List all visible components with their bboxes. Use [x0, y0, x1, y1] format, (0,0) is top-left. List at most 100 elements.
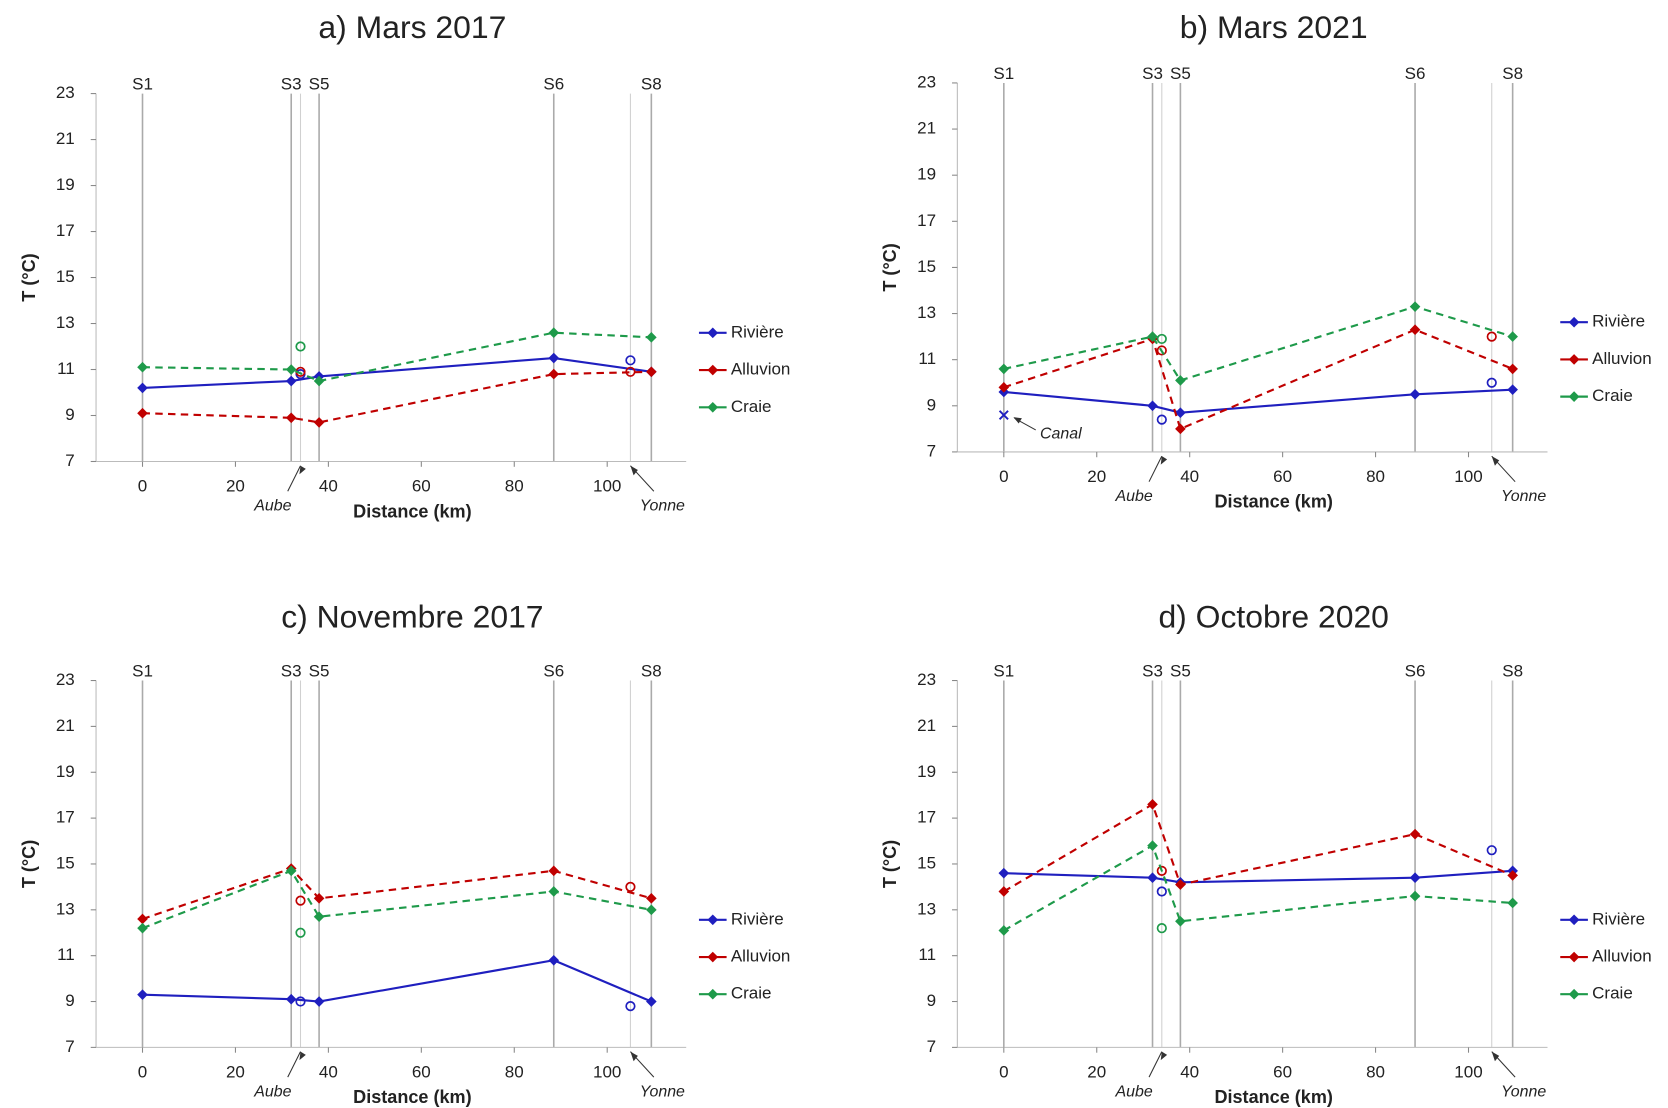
series-line: [142, 867, 652, 920]
data-point: [1409, 388, 1421, 400]
tributary-point: [1156, 345, 1167, 356]
data-point: [137, 989, 148, 1000]
data-point: [646, 366, 657, 378]
x-tick-label: 80: [505, 1062, 524, 1081]
legend-label: Alluvion: [1592, 349, 1652, 368]
legend-label: Alluvion: [1592, 947, 1652, 966]
data-point: [548, 865, 560, 877]
legend-label: Craie: [731, 397, 772, 416]
y-tick-label: 17: [917, 211, 936, 230]
legend-marker: [1568, 316, 1580, 328]
data-point: [137, 361, 148, 373]
legend-marker: [1568, 354, 1580, 365]
y-tick-label: 19: [917, 762, 936, 781]
tributary-label: Yonne: [640, 1083, 685, 1100]
x-tick-label: 60: [1273, 467, 1292, 486]
series-line: [1003, 388, 1513, 414]
tributary-label: Aube: [253, 497, 291, 514]
data-point: [285, 993, 297, 1005]
tributary-point: [295, 341, 306, 352]
data-point: [285, 865, 297, 877]
series-line: [1003, 328, 1514, 431]
y-tick-label: 7: [65, 1037, 74, 1056]
data-point: [1507, 363, 1518, 375]
x-tick-label: 80: [505, 477, 524, 496]
data-point: [548, 352, 560, 364]
x-tick-label: 40: [1180, 1062, 1199, 1081]
annotation-label: Canal: [1040, 425, 1082, 442]
x-tick-label: 100: [593, 477, 621, 496]
data-point: [1507, 897, 1518, 909]
legend-marker: [707, 988, 719, 1000]
x-tick-label: 80: [1366, 467, 1385, 486]
x-tick-label: 60: [1273, 1062, 1292, 1081]
legend-label: Rivière: [731, 322, 784, 341]
tributary-point: [625, 355, 636, 366]
y-tick-label: 11: [918, 349, 936, 368]
y-tick-label: 17: [56, 221, 75, 240]
y-axis-title: T (°C): [880, 243, 900, 291]
arrow-head: [1491, 456, 1500, 466]
station-label: S1: [993, 64, 1014, 83]
tributary-point: [295, 927, 306, 938]
tributary-label: Aube: [1115, 488, 1153, 505]
data-point: [313, 911, 325, 923]
station-label: S6: [543, 662, 564, 681]
x-tick-label: 0: [138, 477, 147, 496]
y-tick-label: 23: [56, 670, 75, 689]
data-point: [1147, 799, 1158, 810]
station-label: S5: [1170, 64, 1191, 83]
data-point: [998, 925, 1010, 936]
x-tick-label: 40: [1180, 467, 1199, 486]
legend-marker: [1568, 988, 1580, 1000]
y-tick-label: 11: [918, 945, 936, 964]
x-tick-label: 20: [226, 1062, 245, 1081]
x-axis-title: Distance (km): [353, 1087, 471, 1107]
tributary-point: [625, 366, 636, 377]
legend-label: Alluvion: [731, 947, 791, 966]
station-label: S6: [543, 75, 564, 94]
y-tick-label: 7: [65, 451, 74, 470]
data-point: [1409, 872, 1421, 884]
arrow-head: [1013, 417, 1022, 424]
legend-label: Craie: [1592, 386, 1633, 405]
tributary-point: [625, 881, 636, 892]
tributary-point: [1156, 865, 1167, 876]
x-tick-label: 40: [319, 477, 338, 496]
arrow-head: [1491, 1051, 1500, 1062]
data-point: [1175, 375, 1186, 386]
data-point: [1409, 828, 1421, 840]
data-point: [137, 382, 148, 394]
station-label: S8: [641, 662, 662, 681]
station-label: S5: [309, 75, 330, 94]
station-label: S3: [1142, 64, 1163, 83]
data-point: [998, 363, 1010, 375]
data-point: [1507, 384, 1518, 395]
legend-label: Craie: [731, 984, 772, 1003]
tributary-arrow: [287, 465, 301, 492]
chart-title: b) Mars 2021: [1180, 9, 1368, 45]
x-tick-label: 0: [138, 1062, 147, 1081]
y-tick-label: 7: [927, 1037, 936, 1056]
station-label: S3: [1142, 662, 1163, 681]
tributary-point: [1486, 377, 1497, 388]
x-axis-title: Distance (km): [1214, 1087, 1332, 1107]
x-tick-label: 0: [999, 467, 1008, 486]
tributary-point: [295, 895, 306, 906]
data-point: [548, 368, 560, 380]
tributary-point: [1156, 923, 1167, 934]
series-line: [142, 959, 652, 1003]
data-point: [1147, 840, 1158, 851]
data-point: [1175, 407, 1186, 419]
y-tick-label: 13: [917, 899, 936, 918]
arrow-head: [1160, 456, 1168, 465]
data-point: [646, 996, 657, 1007]
data-point: [646, 332, 657, 343]
arrow-head: [630, 465, 638, 476]
legend-marker: [1568, 391, 1580, 402]
x-tick-label: 100: [593, 1062, 621, 1081]
tributary-point: [1486, 331, 1497, 342]
station-label: S3: [281, 662, 302, 681]
y-tick-label: 17: [56, 808, 75, 827]
